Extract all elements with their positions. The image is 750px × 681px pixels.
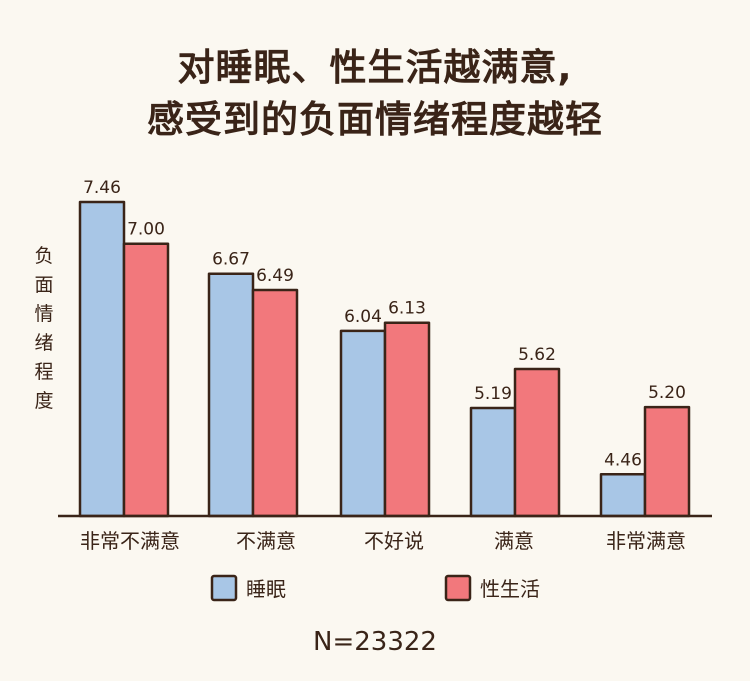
bar-sex-0 xyxy=(122,242,170,518)
value-label-sex-4: 5.20 xyxy=(648,383,686,403)
bar-sleep-2 xyxy=(339,329,387,518)
legend-swatch-sex xyxy=(444,574,472,602)
y-axis-label-char: 度 xyxy=(34,390,53,412)
category-label-4: 非常满意 xyxy=(606,529,686,553)
category-label-0: 非常不满意 xyxy=(80,529,180,553)
legend: 睡眠 性生活 xyxy=(210,574,540,602)
category-label-1: 不满意 xyxy=(236,529,296,553)
chart-title-line-1: 对睡眠、性生活越满意, xyxy=(177,46,572,89)
value-labels-group: 7.46 7.00 6.67 6.49 6.04 6.13 5.19 5.62 4.46 5.20 xyxy=(83,178,686,470)
value-label-sex-3: 5.62 xyxy=(518,345,556,365)
bar-sex-3 xyxy=(513,367,561,518)
value-label-sex-2: 6.13 xyxy=(388,299,426,319)
sample-size-note: N=23322 xyxy=(313,627,437,657)
value-label-sleep-2: 6.04 xyxy=(344,307,382,327)
value-label-sex-1: 6.49 xyxy=(256,266,294,286)
bar-sex-2 xyxy=(383,321,431,518)
value-label-sleep-4: 4.46 xyxy=(604,450,642,470)
y-axis-label-char: 负 xyxy=(34,245,53,267)
value-label-sex-0: 7.00 xyxy=(127,220,165,240)
value-label-sleep-1: 6.67 xyxy=(212,250,250,270)
y-axis-label-char: 面 xyxy=(34,274,53,296)
value-label-sleep-3: 5.19 xyxy=(474,384,512,404)
bar-sleep-1 xyxy=(207,272,255,518)
chart-title-line-2: 感受到的负面情绪程度越轻 xyxy=(147,98,603,141)
value-label-sleep-0: 7.46 xyxy=(83,178,121,198)
y-axis-label-char: 情 xyxy=(34,303,53,325)
legend-label-sleep: 睡眠 xyxy=(246,577,286,601)
bar-sex-4 xyxy=(643,405,691,518)
y-axis-label-char: 绪 xyxy=(34,332,53,354)
legend-swatch-sleep xyxy=(210,574,238,602)
y-axis-label-char: 程 xyxy=(34,361,53,383)
category-label-2: 不好说 xyxy=(364,529,424,553)
bar-sleep-3 xyxy=(469,406,517,518)
y-axis-label: 负面情绪程度 xyxy=(34,245,53,412)
bar-sleep-4 xyxy=(599,473,647,518)
bar-sleep-0 xyxy=(78,200,126,518)
legend-label-sex: 性生活 xyxy=(480,577,540,601)
category-label-3: 满意 xyxy=(494,529,534,553)
bars-group xyxy=(78,200,691,518)
bar-sex-1 xyxy=(251,288,299,518)
category-labels-group: 非常不满意 不满意 不好说 满意 非常满意 xyxy=(80,529,686,553)
